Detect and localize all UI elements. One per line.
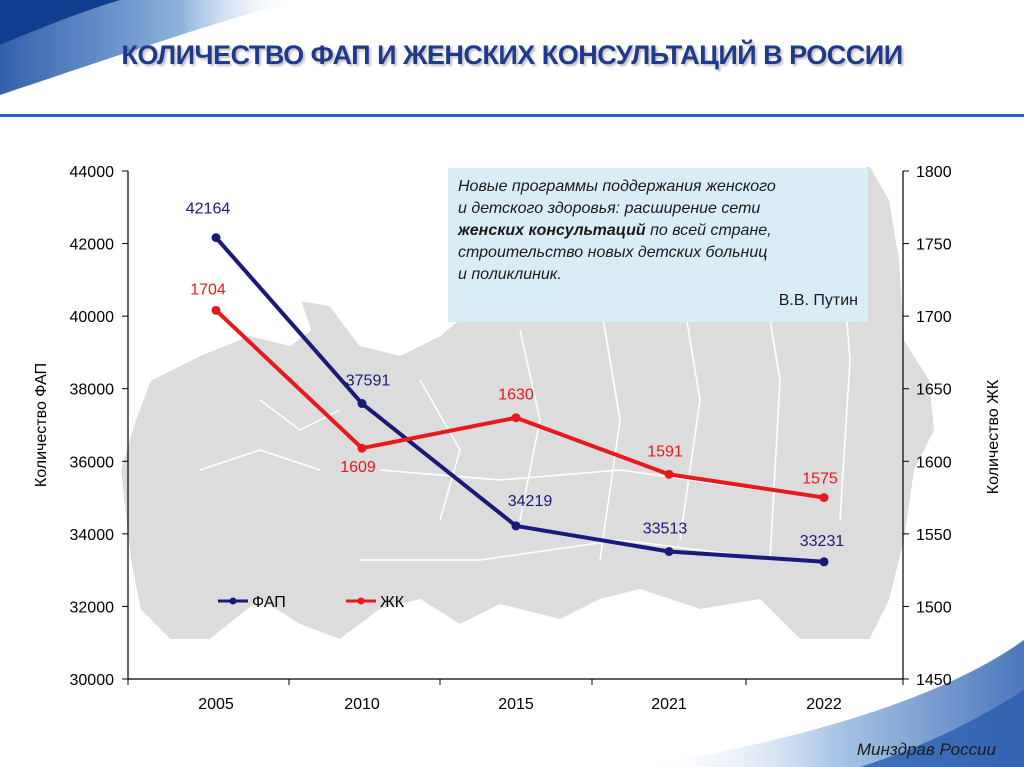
- data-point-fap: [664, 547, 674, 557]
- right-tick-label: 1600: [916, 454, 952, 471]
- left-tick-label: 34000: [70, 527, 115, 544]
- right-tick-label: 1450: [916, 672, 952, 689]
- right-tick-label: 1650: [916, 382, 952, 399]
- data-point-zhk: [357, 443, 367, 453]
- footer-decoration: [640, 640, 1024, 767]
- data-label-zhk: 1591: [647, 443, 683, 460]
- left-tick-label: 42000: [70, 237, 115, 254]
- data-label-zhk: 1704: [190, 281, 226, 298]
- series-layer: 42164 37591 34219 33513 33231 1704 1609 1630 159…: [186, 201, 845, 567]
- quote-line-2: и детского здоровья: расширение сети: [458, 200, 761, 217]
- right-tick-label: 1550: [916, 527, 952, 544]
- quote-line-3: женских консультаций по всей стране,: [458, 220, 858, 242]
- data-point-zhk: [211, 305, 221, 315]
- legend-fap-marker: [229, 597, 237, 605]
- data-label-zhk: 1609: [340, 459, 376, 476]
- data-label-fap: 33231: [800, 533, 845, 550]
- left-axis-label: Количество ФАП: [33, 363, 50, 487]
- left-tick-label: 32000: [70, 599, 115, 616]
- x-tick-label: 2005: [198, 696, 234, 713]
- right-axis-label: Количество ЖК: [985, 379, 1002, 494]
- data-label-fap: 42164: [186, 201, 231, 218]
- quote-line-1: Новые программы поддержания женского: [458, 178, 776, 195]
- data-point-fap: [211, 233, 221, 243]
- data-point-fap: [357, 399, 367, 409]
- data-label-fap: 33513: [643, 521, 688, 538]
- data-point-zhk: [664, 469, 674, 479]
- right-axis-ticks: 1450 1500 1550 1600 1650 1700 1750 1800: [903, 164, 952, 689]
- right-tick-label: 1500: [916, 599, 952, 616]
- x-tick-label: 2015: [498, 696, 534, 713]
- right-tick-label: 1750: [916, 237, 952, 254]
- quote-line-5: и поликлиник.: [458, 266, 562, 283]
- quote-bold-phrase: женских консультаций: [458, 222, 646, 239]
- x-axis-ticks: 2005 2010 2015 2021 2022: [127, 679, 904, 713]
- x-tick-label: 2022: [806, 696, 842, 713]
- data-point-fap: [511, 521, 521, 531]
- quote-line-3-rest: по всей стране,: [645, 222, 772, 239]
- data-label-zhk: 1630: [498, 387, 534, 404]
- left-tick-label: 38000: [70, 382, 115, 399]
- footer-ministry: Минздрав России: [856, 740, 996, 759]
- page-title: КОЛИЧЕСТВО ФАП И ЖЕНСКИХ КОНСУЛЬТАЦИЙ В …: [121, 40, 903, 70]
- left-tick-label: 30000: [70, 672, 115, 689]
- x-tick-label: 2021: [651, 696, 687, 713]
- data-point-zhk: [511, 413, 521, 423]
- header-decoration: [0, 0, 300, 95]
- left-tick-label: 44000: [70, 164, 115, 181]
- right-tick-label: 1800: [916, 164, 952, 181]
- legend-zhk-label: ЖК: [380, 594, 405, 611]
- data-label-zhk: 1575: [802, 471, 838, 488]
- left-axis-ticks: 30000 32000 34000 36000 38000 40000 42000 44000: [70, 164, 128, 689]
- legend-fap-label: ФАП: [252, 594, 286, 611]
- data-point-fap: [819, 557, 829, 567]
- legend: ФАП ЖК: [218, 594, 405, 611]
- data-label-fap: 37591: [346, 373, 391, 390]
- quote-text: Новые программы поддержания женского и д…: [458, 176, 858, 286]
- left-tick-label: 40000: [70, 309, 115, 326]
- title-underline: [0, 114, 1024, 117]
- legend-zhk-marker: [357, 597, 365, 605]
- quote-box: Новые программы поддержания женского и д…: [448, 168, 868, 322]
- right-tick-label: 1700: [916, 309, 952, 326]
- quote-line-4: строительство новых детских больниц: [458, 244, 768, 261]
- data-point-zhk: [819, 493, 829, 503]
- data-label-fap: 34219: [508, 493, 553, 510]
- left-tick-label: 36000: [70, 454, 115, 471]
- x-tick-label: 2010: [344, 696, 380, 713]
- quote-author: В.В. Путин: [778, 292, 858, 309]
